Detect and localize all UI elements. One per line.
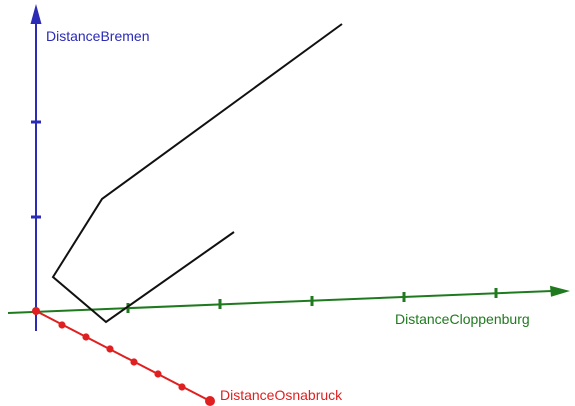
axis-osnabruck-tick-dot xyxy=(58,321,66,329)
axis-osnabruck-tick-dot xyxy=(82,333,90,341)
axis-osnabruck-tick-dot xyxy=(154,370,162,378)
axis-osnabruck-tick-dot xyxy=(178,383,186,391)
axis-bremen-arrowhead xyxy=(30,4,42,24)
axis-osnabruck-tick-dot xyxy=(106,345,114,353)
axis-distance-bremen: DistanceBremen xyxy=(30,4,150,331)
axis-cloppenburg-arrowhead xyxy=(550,285,570,297)
axis-distance-osnabruck: DistanceOsnabruck xyxy=(35,310,343,406)
axis-osnabruck-label: DistanceOsnabruck xyxy=(220,387,343,403)
axis-cloppenburg-line xyxy=(7,290,553,314)
axis-cloppenburg-label: DistanceCloppenburg xyxy=(395,311,530,327)
distance-curve xyxy=(51,23,343,324)
axis-distance-cloppenburg: DistanceCloppenburg xyxy=(7,285,570,327)
axis-osnabruck-end-dot xyxy=(205,396,215,406)
axis-bremen-label: DistanceBremen xyxy=(46,28,150,44)
origin-point xyxy=(32,307,40,315)
axis-osnabruck-tick-dot xyxy=(130,358,138,366)
